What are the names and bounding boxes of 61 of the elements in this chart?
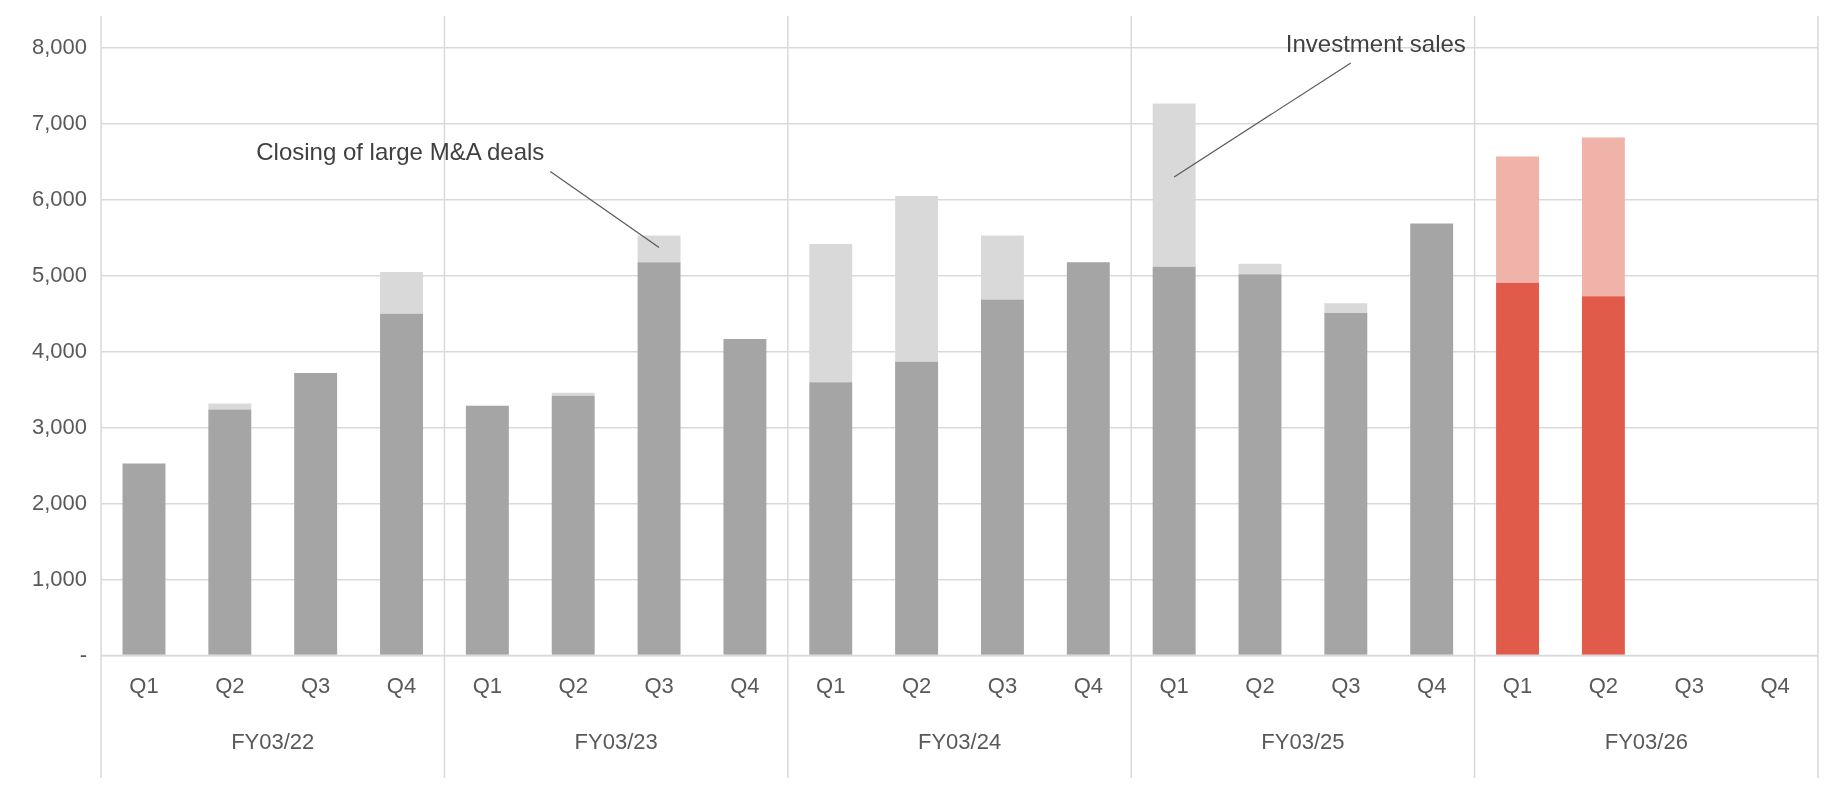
x-tick-label: Q2 — [558, 672, 588, 698]
x-tick-label: Q3 — [987, 672, 1018, 698]
x-tick-label: Q2 — [1588, 672, 1619, 698]
text: FY03/26 — [1604, 728, 1688, 754]
x-tick-label: Q2 — [215, 672, 245, 698]
bar — [980, 299, 1024, 655]
x-tick-label: Q1 — [129, 672, 159, 698]
text: FY03/25 — [1261, 728, 1345, 754]
x-tick-label: Q1 — [816, 672, 846, 698]
x-tick-label: Q2 — [901, 672, 932, 698]
x-tick-label: Q4 — [730, 672, 760, 698]
bar — [1581, 296, 1625, 655]
y-tick-label: 2,000 — [31, 489, 88, 515]
bar — [551, 395, 595, 655]
y-tick-label: 7,000 — [31, 110, 88, 136]
y-tick-label: 3,000 — [31, 413, 88, 439]
x-tick-label: Q1 — [1159, 672, 1189, 698]
bar — [1238, 263, 1282, 275]
bar — [1324, 313, 1368, 655]
bar — [1496, 156, 1539, 283]
x-tick-label: Q1 — [472, 672, 503, 698]
x-tick-label: Q2 — [1245, 672, 1275, 698]
y-tick-label: 1,000 — [31, 565, 88, 591]
bar — [723, 338, 767, 655]
text: FY03/24 — [917, 728, 1002, 754]
bar — [895, 361, 939, 655]
x-tick-label: Q3 — [1331, 672, 1361, 698]
y-tick-label: 4,000 — [31, 337, 88, 363]
y-tick-label: - — [79, 641, 88, 667]
bar — [1410, 223, 1454, 655]
bar — [1152, 266, 1196, 655]
x-tick-label: Q4 — [1417, 672, 1447, 698]
bar — [1238, 274, 1282, 655]
annotation: Investment sales — [1285, 29, 1466, 57]
bar — [465, 405, 509, 655]
bar — [551, 392, 595, 396]
bar — [1581, 137, 1625, 297]
bar — [208, 409, 252, 655]
bar — [637, 235, 681, 263]
x-tick-label: Q4 — [1073, 672, 1103, 698]
text: FY03/22 — [231, 728, 315, 754]
x-tick-label: Q3 — [1674, 672, 1704, 698]
bar — [122, 463, 166, 655]
x-tick-label: Q3 — [644, 672, 674, 698]
annotation: Closing of large M&A deals — [256, 138, 545, 166]
y-tick-label: 6,000 — [31, 185, 88, 211]
y-tick-label: 8,000 — [31, 34, 88, 60]
bar — [637, 262, 681, 655]
x-tick-label: Q4 — [1760, 672, 1790, 698]
bar — [208, 403, 252, 410]
x-tick-label: Q4 — [386, 672, 417, 698]
bar — [1324, 303, 1368, 314]
bar — [1496, 282, 1539, 655]
x-tick-label: Q1 — [1502, 672, 1533, 698]
bar — [380, 313, 423, 655]
text: FY03/23 — [574, 728, 658, 754]
x-tick-label: Q3 — [300, 672, 331, 698]
bar — [294, 373, 338, 655]
bar — [1066, 262, 1110, 655]
y-tick-label: 5,000 — [31, 261, 88, 287]
bar — [809, 382, 853, 655]
